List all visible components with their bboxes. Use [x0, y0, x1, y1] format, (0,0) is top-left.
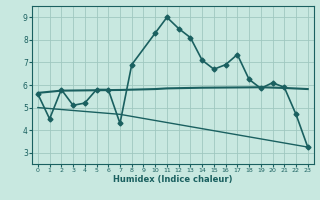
X-axis label: Humidex (Indice chaleur): Humidex (Indice chaleur) [113, 175, 233, 184]
